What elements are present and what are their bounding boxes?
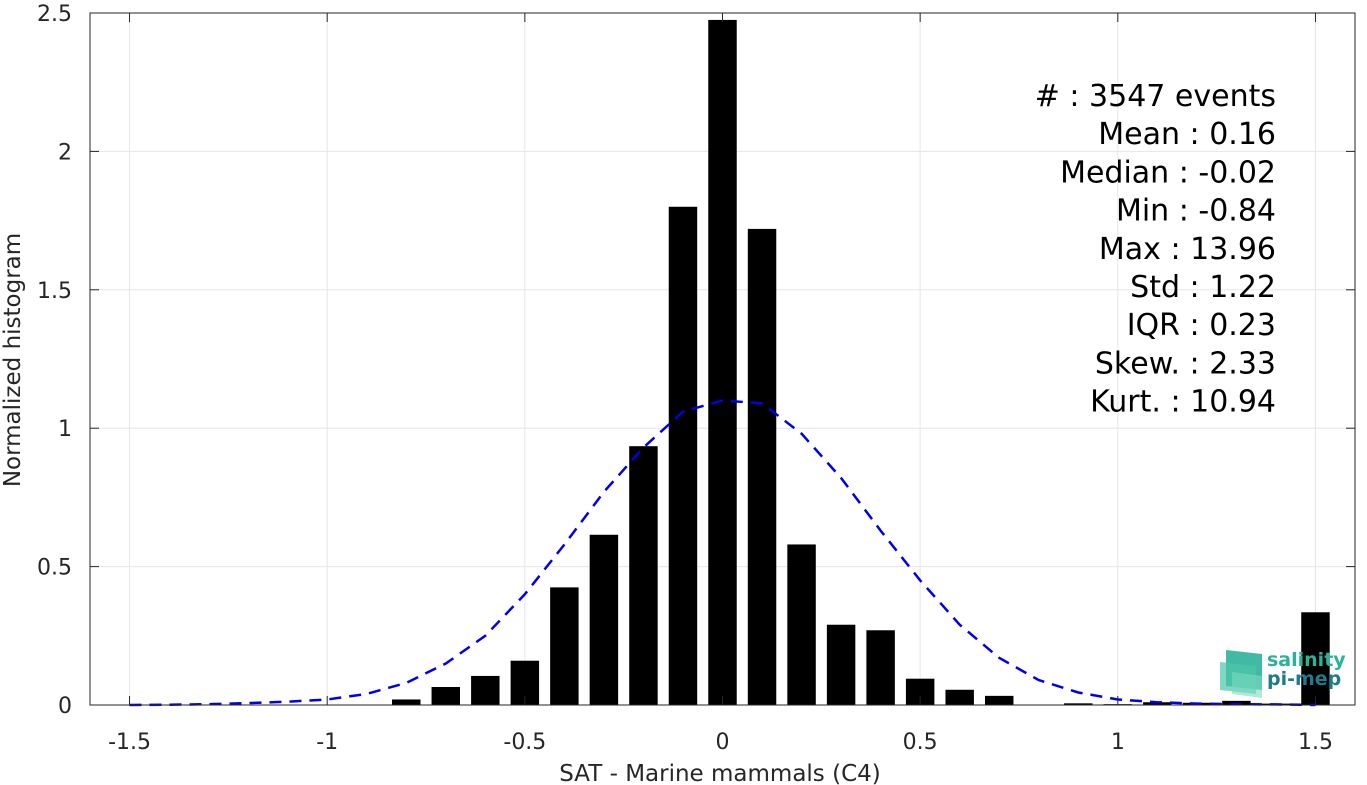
y-tick-label: 1 <box>58 417 72 442</box>
y-tick-labels: 0 0.5 1 1.5 2 2.5 <box>37 2 72 719</box>
stat-line: # : 3547 events <box>1035 79 1276 114</box>
histogram-bar <box>471 675 500 705</box>
stat-line: Mean : 0.16 <box>1098 117 1276 152</box>
histogram-bars <box>392 19 1330 706</box>
x-tick-label: -1.5 <box>108 730 151 755</box>
x-tick-label: 1 <box>1111 730 1125 755</box>
histogram-bar <box>1301 612 1330 705</box>
salinity-pi-mep-logo: salinity pi-mep <box>1220 649 1346 698</box>
histogram-bar <box>431 687 461 705</box>
logo-line1: salinity <box>1267 649 1346 671</box>
y-tick-label: 0 <box>58 694 72 719</box>
x-tick-label: 0 <box>716 730 730 755</box>
y-tick-label: 2 <box>58 140 72 165</box>
histogram-bar <box>589 534 619 705</box>
logo-mark-icon <box>1220 650 1262 698</box>
stat-line: Max : 13.96 <box>1099 232 1276 267</box>
stat-line: Median : -0.02 <box>1060 155 1276 190</box>
x-tick-labels: -1.5 -1 -0.5 0 0.5 1 1.5 <box>108 730 1333 755</box>
histogram-bar <box>826 624 856 705</box>
histogram-bar <box>747 228 777 706</box>
y-axis-label: Normalized histogram <box>0 233 26 487</box>
histogram-bar <box>668 206 698 705</box>
histogram-bar <box>708 19 737 706</box>
stat-line: Std : 1.22 <box>1130 270 1276 305</box>
stat-line: IQR : 0.23 <box>1127 308 1276 343</box>
histogram-bar <box>945 689 974 705</box>
histogram-bar <box>1222 700 1251 705</box>
x-tick-label: -1 <box>316 730 338 755</box>
histogram-bar <box>629 446 658 705</box>
histogram-bar <box>392 699 421 705</box>
histogram-bar <box>550 587 579 705</box>
x-tick-label: 0.5 <box>903 730 938 755</box>
y-tick-label: 0.5 <box>37 556 72 581</box>
y-tick-label: 1.5 <box>37 279 72 304</box>
histogram-bar <box>1064 703 1093 705</box>
y-tick-label: 2.5 <box>37 2 72 27</box>
stat-line: Min : -0.84 <box>1116 194 1276 229</box>
histogram-bar <box>866 630 895 705</box>
x-tick-label: -0.5 <box>503 730 546 755</box>
stat-line: Skew. : 2.33 <box>1095 346 1276 381</box>
logo-line2: pi-mep <box>1267 668 1341 690</box>
histogram-bar <box>1143 702 1172 705</box>
axis-ticks <box>90 12 1355 706</box>
stat-line: Kurt. : 10.94 <box>1090 385 1276 420</box>
x-axis-label: SAT - Marine mammals (C4) <box>559 761 881 785</box>
histogram-bar <box>984 695 1014 705</box>
x-tick-label: 1.5 <box>1298 730 1333 755</box>
histogram-bar <box>787 544 816 705</box>
